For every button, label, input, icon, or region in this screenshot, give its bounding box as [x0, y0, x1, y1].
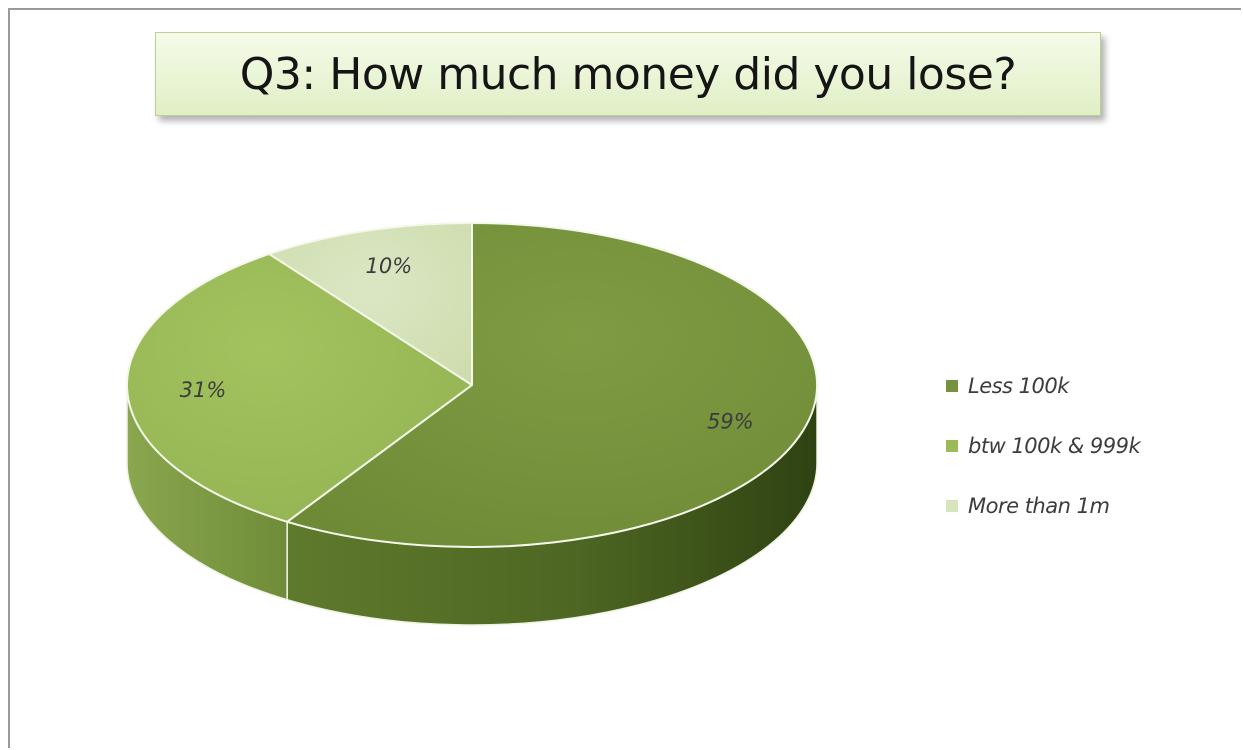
pie-data-label: 59% — [707, 409, 754, 433]
pie-slice — [286, 222, 818, 548]
pie-slice — [268, 222, 473, 386]
legend-label: btw 100k & 999k — [968, 434, 1141, 458]
legend-swatch — [946, 440, 958, 452]
pie-slice — [126, 252, 473, 523]
legend-label: Less 100k — [968, 374, 1069, 398]
legend-item: btw 100k & 999k — [946, 416, 1236, 476]
legend-item: Less 100k — [946, 356, 1236, 416]
legend-swatch — [946, 380, 958, 392]
legend-item: More than 1m — [946, 476, 1236, 536]
chart-title: Q3: How much money did you lose? — [239, 48, 1017, 100]
legend-swatch — [946, 500, 958, 512]
legend: Less 100k btw 100k & 999k More than 1m — [946, 356, 1236, 536]
pie-data-label: 10% — [365, 254, 412, 278]
legend-label: More than 1m — [968, 494, 1110, 518]
chart-title-box: Q3: How much money did you lose? — [155, 32, 1101, 116]
pie-data-label: 31% — [180, 378, 227, 402]
